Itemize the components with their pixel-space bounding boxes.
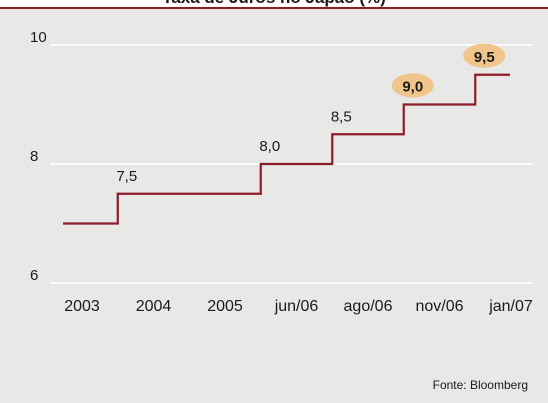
data-label: 7,5 — [116, 168, 137, 185]
x-tick-label: nov/06 — [415, 298, 463, 315]
x-tick-label: ago/06 — [344, 298, 393, 315]
top-rule-line — [0, 7, 548, 9]
data-label: 9,5 — [474, 49, 495, 66]
x-tick-label: 2003 — [64, 298, 100, 315]
data-label-highlight — [463, 43, 506, 68]
y-tick-label: 6 — [30, 267, 38, 284]
x-tick-label: 2005 — [207, 298, 243, 315]
series-step-line — [63, 73, 510, 225]
data-label: 8,5 — [331, 108, 352, 125]
y-tick-label: 10 — [30, 29, 47, 46]
x-tick-label: 2004 — [136, 298, 172, 315]
data-label-highlight — [391, 73, 434, 98]
x-tick-label: jun/06 — [274, 298, 319, 315]
data-label: 8,0 — [259, 138, 280, 155]
y-tick-label: 8 — [30, 148, 38, 165]
data-label: 9,0 — [402, 79, 423, 96]
top-rule — [0, 0, 548, 9]
x-tick-label: jan/07 — [488, 298, 533, 315]
chart-title: Taxa de Juros no Japão (%) — [0, 0, 548, 8]
source-note: Fonte: Bloomberg — [432, 378, 528, 392]
